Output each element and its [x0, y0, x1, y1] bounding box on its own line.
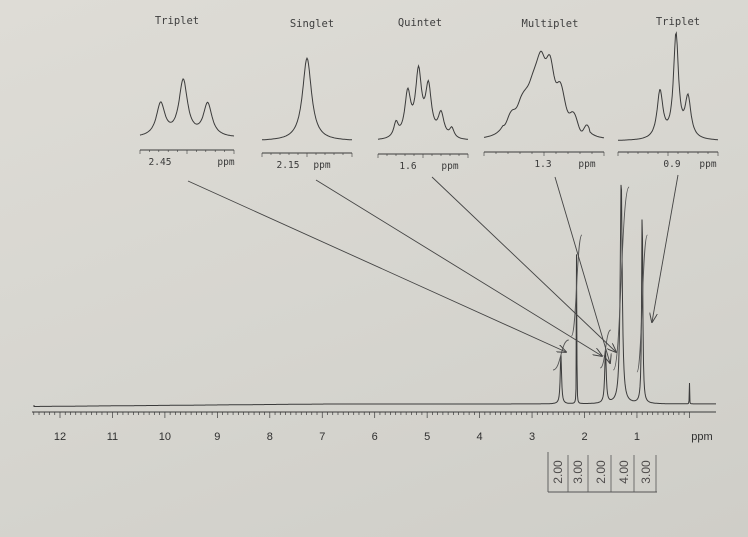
inset-trace — [262, 57, 352, 141]
inset-center-label: 0.9 — [663, 159, 680, 170]
x-tick-label: 9 — [214, 431, 220, 443]
inset-title: Multiplet — [522, 18, 579, 30]
arrow-5 — [652, 174, 679, 322]
arrow-4 — [554, 176, 610, 363]
x-tick-label: 11 — [107, 431, 118, 443]
inset-panel-5: Triplet 0.9 ppm — [617, 16, 719, 170]
inset-unit-label: ppm — [578, 159, 595, 170]
integral-curve-2 — [570, 234, 583, 337]
arrow-3 — [431, 176, 616, 352]
inset-panel-2: Singlet 2.15 ppm — [261, 18, 353, 171]
integration-value: 4.00 — [617, 460, 631, 484]
arrow-1 — [187, 180, 566, 352]
inset-center-label: 2.45 — [149, 157, 172, 168]
inset-center-label: 2.15 — [277, 160, 300, 171]
inset-title: Quintet — [398, 17, 442, 29]
integration-box: 2.00 3.00 2.00 4.00 3.00 — [547, 452, 657, 493]
inset-panel-4: Multiplet 1.3 ppm — [483, 18, 605, 170]
x-axis: 12 11 10 9 8 7 6 5 4 3 2 1 ppm — [32, 411, 716, 443]
integration-value: 2.00 — [551, 460, 565, 484]
integral-curve-4 — [612, 186, 630, 371]
inset-unit-label: ppm — [313, 160, 330, 171]
integration-value: 2.00 — [594, 460, 608, 484]
inset-panel-1: Triplet 2.45 ppm — [139, 15, 235, 168]
x-tick-label: 1 — [634, 431, 640, 443]
x-tick-label: 10 — [159, 431, 171, 443]
pointer-arrows — [187, 174, 679, 363]
x-tick-label: 8 — [267, 431, 273, 443]
inset-trace — [618, 31, 719, 141]
inset-unit-label: ppm — [699, 159, 716, 170]
inset-title: Triplet — [155, 15, 199, 27]
x-tick-label: 6 — [372, 431, 378, 443]
inset-trace — [139, 78, 235, 137]
x-tick-label: 3 — [529, 431, 535, 443]
spectrum-trace — [33, 184, 716, 407]
x-tick-label: 2 — [581, 431, 587, 443]
integral-curve-1 — [552, 339, 569, 371]
main-spectrum — [33, 184, 716, 407]
inset-center-label: 1.3 — [534, 159, 551, 170]
inset-unit-label: ppm — [217, 157, 234, 168]
integral-curve-5 — [636, 234, 648, 373]
integration-value: 3.00 — [639, 460, 653, 484]
x-tick-label: 7 — [319, 431, 325, 443]
x-tick-label: 12 — [54, 431, 66, 443]
inset-title: Singlet — [290, 18, 334, 30]
x-tick-label: 5 — [424, 431, 430, 443]
integration-value: 3.00 — [571, 460, 585, 484]
inset-trace — [483, 50, 605, 139]
inset-panel-3: Quintet 1.6 ppm — [377, 17, 469, 172]
inset-trace — [377, 64, 469, 140]
arrow-2 — [315, 179, 602, 356]
inset-center-label: 1.6 — [399, 161, 416, 172]
inset-panels: Triplet 2.45 ppm Singlet 2.15 ppm Quintet 1.6 pp… — [139, 15, 719, 172]
inset-title: Triplet — [656, 16, 700, 28]
x-axis-unit-label: ppm — [691, 431, 712, 443]
inset-unit-label: ppm — [441, 161, 458, 172]
x-tick-label: 4 — [477, 431, 483, 443]
